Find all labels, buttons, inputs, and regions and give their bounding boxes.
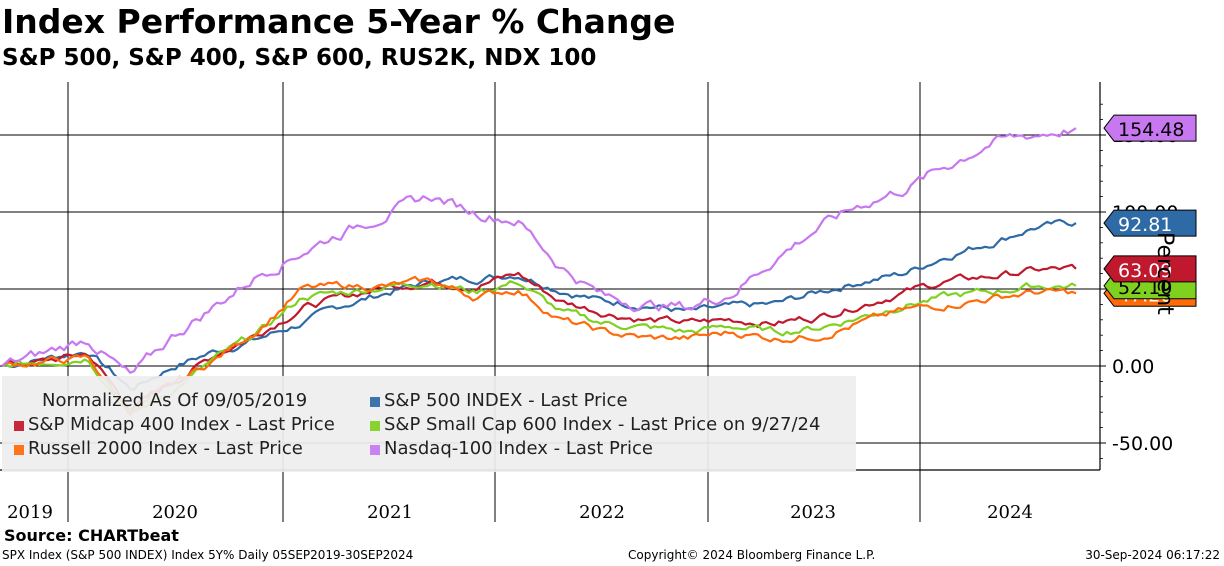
y-tick-label-0: -50.00: [1112, 433, 1173, 455]
x-year-label-1: 2020: [152, 502, 198, 523]
last-value-label-4: 154.48: [1118, 119, 1184, 141]
footer-ticker: SPX Index (S&P 500 INDEX) Index 5Y% Dail…: [2, 548, 414, 562]
legend-note: Normalized As Of 09/05/2019: [42, 390, 308, 411]
last-value-tag-1: [1103, 255, 1197, 283]
chart-title: Index Performance 5-Year % Change: [2, 2, 676, 41]
last-value-tag-4: [1103, 114, 1197, 142]
last-value-label-1: 63.09: [1118, 260, 1172, 282]
last-value-label-0: 92.81: [1118, 214, 1172, 236]
legend-swatch-sp400: [14, 421, 24, 431]
x-year-label-5: 2024: [987, 502, 1033, 523]
footer-copyright: Copyright© 2024 Bloomberg Finance L.P.: [628, 548, 876, 562]
legend-swatch-rus2k: [14, 445, 24, 455]
y-tick-label-1: 0.00: [1112, 356, 1154, 378]
x-year-label-0: 2019: [7, 502, 53, 523]
last-value-tag-0: [1103, 209, 1197, 237]
source-note: Source: CHARTbeat: [4, 526, 179, 545]
legend-swatch-sp600: [370, 421, 380, 431]
x-year-label-3: 2022: [579, 502, 625, 523]
legend-label-sp400: S&P Midcap 400 Index - Last Price: [28, 414, 335, 435]
chart-subtitle: S&P 500, S&P 400, S&P 600, RUS2K, NDX 10…: [2, 45, 597, 71]
legend-label-sp500: S&P 500 INDEX - Last Price: [384, 390, 628, 411]
legend-swatch-sp500: [370, 397, 380, 407]
legend-swatch-ndx: [370, 445, 380, 455]
x-year-label-4: 2023: [790, 502, 836, 523]
legend: Normalized As Of 09/05/2019 S&P 500 INDE…: [2, 376, 856, 472]
series-line-4: [1, 127, 1077, 374]
legend-label-ndx: Nasdaq-100 Index - Last Price: [384, 438, 653, 459]
x-year-label-2: 2021: [367, 502, 413, 523]
y-axis-label: Percent: [1152, 232, 1177, 315]
legend-label-sp600: S&P Small Cap 600 Index - Last Price on …: [384, 414, 821, 435]
footer-timestamp: 30-Sep-2024 06:17:22: [1085, 548, 1220, 562]
legend-label-rus2k: Russell 2000 Index - Last Price: [28, 438, 303, 459]
